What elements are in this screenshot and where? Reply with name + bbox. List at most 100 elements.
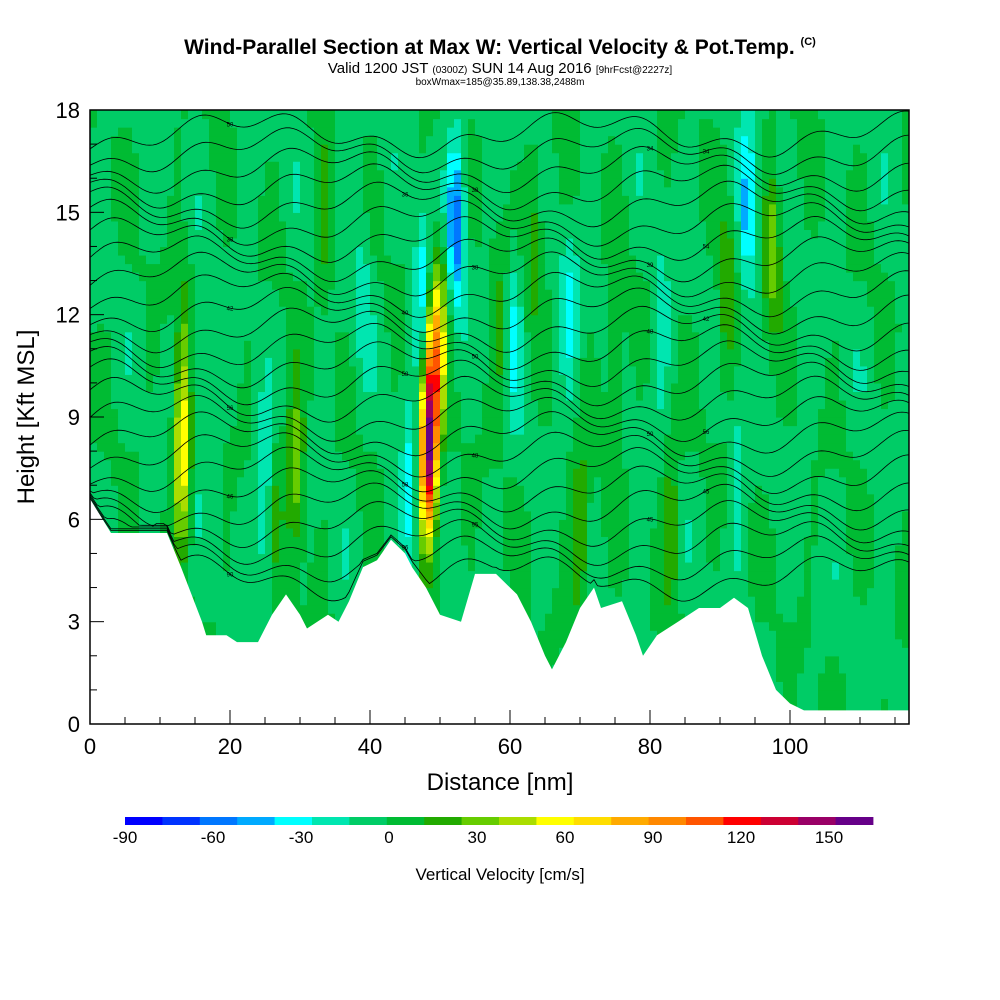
chart-title-text: Wind-Parallel Section at Max W: Vertical… [184, 36, 795, 59]
velocity-cell [118, 417, 126, 427]
velocity-cell [335, 254, 343, 265]
velocity-cell [321, 220, 329, 230]
velocity-cell [419, 135, 427, 145]
velocity-cell [223, 536, 231, 546]
velocity-cell [538, 519, 546, 529]
velocity-cell [342, 152, 350, 162]
velocity-cell [552, 621, 560, 631]
velocity-cell [258, 246, 266, 256]
velocity-cell [223, 135, 231, 145]
velocity-cell [356, 118, 364, 128]
velocity-cell [538, 195, 546, 205]
velocity-cell [552, 579, 560, 589]
velocity-cell [251, 246, 259, 256]
velocity-cell [181, 118, 189, 128]
velocity-cell [244, 579, 252, 589]
velocity-cell [356, 493, 364, 503]
velocity-cell [377, 186, 385, 196]
velocity-cell [139, 203, 147, 213]
velocity-cell [349, 118, 357, 128]
velocity-cell [272, 314, 280, 324]
velocity-cell [293, 212, 301, 222]
velocity-cell [90, 365, 98, 375]
velocity-cell [335, 178, 343, 188]
velocity-cell [251, 135, 259, 145]
velocity-cell [377, 425, 385, 435]
velocity-cell [209, 348, 217, 358]
velocity-cell [216, 587, 224, 597]
velocity-cell [160, 280, 168, 290]
velocity-cell [531, 459, 539, 469]
velocity-cell [230, 314, 238, 324]
velocity-cell [300, 186, 308, 196]
velocity-cell [286, 434, 294, 444]
velocity-cell [363, 297, 371, 307]
velocity-cell [153, 331, 161, 341]
velocity-cell [461, 263, 469, 273]
velocity-cell [265, 408, 273, 418]
velocity-cell [398, 348, 406, 358]
velocity-cell [475, 399, 483, 410]
velocity-cell [251, 186, 259, 196]
velocity-cell [209, 118, 217, 128]
velocity-cell [272, 493, 280, 503]
velocity-cell [139, 434, 147, 444]
velocity-cell [181, 323, 189, 333]
velocity-cell [90, 425, 98, 435]
velocity-cell [160, 357, 168, 367]
velocity-cell [216, 340, 224, 350]
velocity-cell [419, 280, 427, 290]
velocity-cell [503, 468, 511, 478]
velocity-cell [321, 263, 329, 273]
velocity-cell [363, 246, 371, 256]
velocity-cell [531, 229, 539, 239]
velocity-cell [230, 365, 238, 375]
velocity-cell [412, 340, 420, 350]
velocity-cell [454, 237, 462, 248]
velocity-cell [307, 382, 315, 393]
velocity-cell [188, 348, 196, 358]
velocity-cell [356, 434, 364, 444]
velocity-cell [461, 135, 469, 145]
velocity-cell [342, 195, 350, 205]
velocity-cell [559, 254, 567, 265]
velocity-cell [293, 365, 301, 375]
velocity-cell [265, 476, 273, 486]
velocity-cell [510, 468, 518, 478]
velocity-cell [489, 468, 497, 478]
velocity-cell [426, 587, 434, 597]
velocity-cell [440, 118, 448, 128]
velocity-cell [517, 510, 525, 520]
velocity-cell [300, 527, 308, 537]
velocity-cell [279, 237, 287, 248]
velocity-cell [370, 289, 378, 299]
velocity-cell [279, 417, 287, 427]
velocity-cell [538, 365, 546, 375]
velocity-cell [160, 374, 168, 384]
velocity-cell [181, 357, 189, 367]
velocity-cell [503, 178, 511, 188]
velocity-cell [90, 110, 98, 120]
velocity-cell [188, 417, 196, 427]
velocity-cell [412, 425, 420, 435]
velocity-cell [111, 493, 119, 503]
velocity-cell [468, 468, 476, 478]
velocity-cell [489, 229, 497, 239]
velocity-cell [398, 459, 406, 469]
velocity-cell [167, 314, 175, 324]
velocity-cell [433, 365, 441, 375]
velocity-cell [153, 527, 161, 537]
velocity-cell [545, 630, 553, 640]
velocity-cell [146, 306, 154, 316]
velocity-cell [370, 408, 378, 418]
velocity-cell [384, 357, 392, 367]
velocity-cell [517, 297, 525, 307]
velocity-cell [398, 399, 406, 410]
velocity-cell [202, 289, 210, 299]
velocity-cell [531, 579, 539, 589]
velocity-cell [139, 254, 147, 265]
velocity-cell [552, 570, 560, 580]
velocity-cell [230, 561, 238, 572]
velocity-cell [377, 306, 385, 316]
velocity-cell [237, 408, 245, 418]
